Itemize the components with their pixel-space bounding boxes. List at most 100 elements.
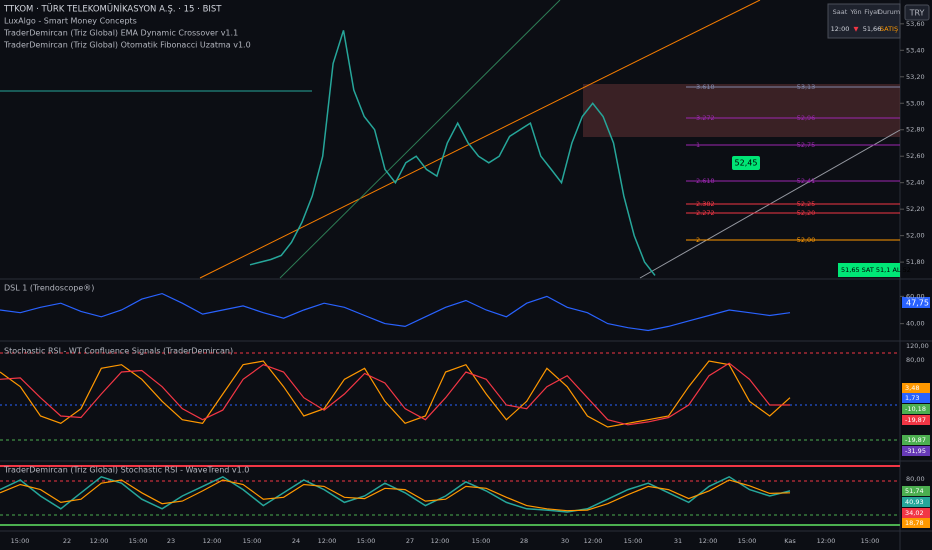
x-tick-label: 12:00 xyxy=(817,537,836,545)
pane-title: TraderDemircan (Triz Global) Stochastic … xyxy=(3,466,249,475)
stoch-d-line xyxy=(0,362,790,426)
info-cell: 51,66 xyxy=(863,25,882,33)
y-tick-label: 60,00 xyxy=(906,292,925,300)
x-tick-label: 27 xyxy=(406,537,414,545)
x-tick-label: 15:00 xyxy=(861,537,880,545)
x-tick-label: 12:00 xyxy=(699,537,718,545)
scale-label: 120,00 xyxy=(906,342,929,350)
value-badge xyxy=(902,415,930,425)
signal-banner-label: 51,65 SAT 51,1 AL 52 xyxy=(841,266,911,274)
scale-label: 80,00 xyxy=(906,356,925,364)
fib-price: 52,25 xyxy=(797,200,816,208)
y-tick-label: 40,00 xyxy=(906,320,925,328)
wt2-line xyxy=(0,479,791,512)
x-tick-label: 15:00 xyxy=(624,537,643,545)
fib-ratio: 3.272 xyxy=(696,114,715,122)
x-tick-label: 12:00 xyxy=(203,537,222,545)
info-header: Fiyat xyxy=(864,8,880,16)
fib-price: 52,96 xyxy=(797,114,816,122)
x-tick-label: Kas xyxy=(784,537,796,545)
indicator-name: TraderDemircan (Triz Global) EMA Dynamic… xyxy=(3,29,238,38)
price-line xyxy=(249,30,656,276)
value-badge-label: 34,02 xyxy=(905,509,924,517)
fib-ratio: 2.618 xyxy=(696,177,715,185)
signal-banner xyxy=(838,263,900,277)
value-badge xyxy=(902,508,930,518)
x-tick-label: 12:00 xyxy=(90,537,109,545)
x-tick-label: 15:00 xyxy=(243,537,262,545)
value-badge xyxy=(902,404,930,414)
pane-title: DSL 1 (Trendoscope®) xyxy=(4,284,94,293)
fib-price: 52,41 xyxy=(797,177,816,185)
value-badge xyxy=(902,518,930,528)
value-badge-label: 40,93 xyxy=(905,498,924,506)
y-tick-label: 51,80 xyxy=(906,258,925,266)
value-badge xyxy=(902,435,930,445)
fib-price: 52,75 xyxy=(797,141,816,149)
info-header: Saat xyxy=(833,8,848,16)
value-badge-label: 18,78 xyxy=(905,519,924,527)
value-badge-label: 47,75 xyxy=(906,299,929,308)
value-badge-label: -19,87 xyxy=(905,436,926,444)
x-tick-label: 22 xyxy=(63,537,71,545)
y-tick-label: 53,40 xyxy=(906,46,925,54)
y-tick-label: 52,80 xyxy=(906,126,925,134)
dsl-line xyxy=(0,292,791,332)
info-cell: 12:00 xyxy=(831,25,850,33)
y-tick-label: 52,20 xyxy=(906,205,925,213)
x-tick-label: 28 xyxy=(520,537,528,545)
y-tick-label: 52,00 xyxy=(906,232,925,240)
value-badge xyxy=(902,497,930,507)
info-header: Yön xyxy=(849,8,861,16)
y-tick-label: 52,40 xyxy=(906,179,925,187)
value-badge-label: 3,48 xyxy=(905,384,919,392)
callout xyxy=(732,156,760,170)
value-badge xyxy=(902,393,930,403)
indicator-name: LuxAlgo - Smart Money Concepts xyxy=(4,17,137,26)
supply-zone xyxy=(583,84,900,137)
fib-ratio: 3.618 xyxy=(696,83,715,91)
info-cell: ▼ xyxy=(854,25,859,33)
y-tick-label: 53,20 xyxy=(906,73,925,81)
value-badge xyxy=(902,383,930,393)
currency-label[interactable]: TRY xyxy=(909,9,925,18)
value-badge-label: 1,73 xyxy=(905,394,919,402)
callout-label: 52,45 xyxy=(735,159,758,168)
x-tick-label: 15:00 xyxy=(11,537,30,545)
trend-line xyxy=(279,0,561,279)
y-tick-label: 52,60 xyxy=(906,152,925,160)
x-tick-label: 15:00 xyxy=(738,537,757,545)
fib-price: 52,20 xyxy=(797,209,816,217)
x-tick-label: 15:00 xyxy=(357,537,376,545)
symbol-title: TTKOM · TÜRK TELEKOMÜNİKASYON A.Ş. · 15 … xyxy=(3,4,222,15)
x-tick-label: 30 xyxy=(561,537,569,545)
value-badge-label: -10,18 xyxy=(905,405,926,413)
x-tick-label: 12:00 xyxy=(318,537,337,545)
x-tick-label: 15:00 xyxy=(472,537,491,545)
x-tick-label: 12:00 xyxy=(431,537,450,545)
value-badge-label: -31,95 xyxy=(905,447,926,455)
y-tick-label: 53,60 xyxy=(906,20,925,28)
trend-line xyxy=(199,0,761,279)
x-tick-label: 31 xyxy=(674,537,682,545)
value-badge-label: 51,74 xyxy=(905,487,924,495)
fib-ratio: 2 xyxy=(696,236,700,244)
fib-ratio: 2.272 xyxy=(696,209,715,217)
scale-label: 80,00 xyxy=(906,475,925,483)
value-badge xyxy=(902,297,930,308)
x-tick-label: 15:00 xyxy=(129,537,148,545)
indicator-name: TraderDemircan (Triz Global) Otomatik Fi… xyxy=(3,41,251,50)
value-badge xyxy=(902,446,930,456)
pane-title: Stochastic RSI - WT Confluence Signals (… xyxy=(4,347,233,356)
fib-price: 53,13 xyxy=(797,83,816,91)
fib-price: 52,00 xyxy=(797,236,816,244)
info-box xyxy=(827,3,901,39)
x-tick-label: 24 xyxy=(292,537,300,545)
value-badge xyxy=(902,486,930,496)
info-cell: SATIŞ xyxy=(880,25,898,33)
info-header: Durum xyxy=(878,8,900,16)
y-tick-label: 53,00 xyxy=(906,99,925,107)
value-badge-label: -19,87 xyxy=(905,416,926,424)
currency-button[interactable] xyxy=(904,4,930,21)
